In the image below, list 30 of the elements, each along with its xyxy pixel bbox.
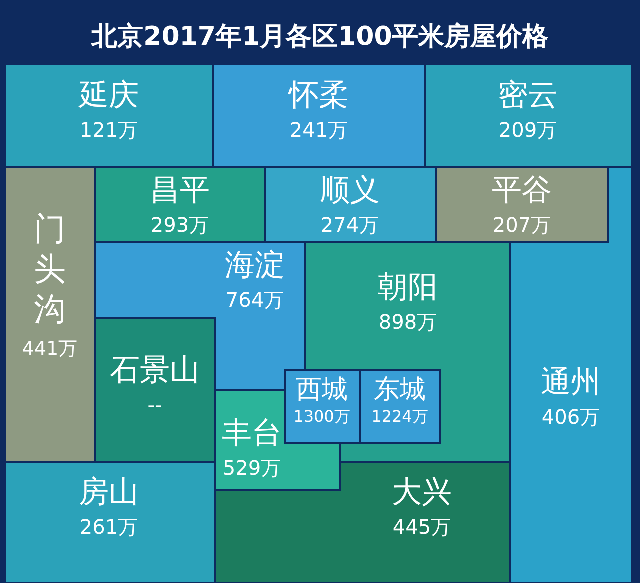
category-label: 延庆 — [78, 78, 139, 113]
data-label: 207万 — [492, 213, 552, 237]
category-label: 西城 — [296, 375, 348, 405]
data-label: 764万 — [226, 288, 284, 312]
data-label: 209万 — [498, 118, 558, 142]
category-label: 昌平 — [150, 173, 210, 208]
data-label: 121万 — [80, 118, 138, 142]
category-label: 石景山 — [110, 353, 200, 388]
category-label: 丰台 — [222, 416, 282, 451]
data-label: 1300万 — [294, 407, 350, 426]
category-label: 平谷 — [492, 173, 552, 208]
category-label: 密云 — [498, 78, 558, 113]
data-label: 293万 — [150, 213, 210, 237]
category-label: 怀柔 — [288, 78, 349, 113]
category-label: 海淀 — [225, 248, 285, 283]
category-label: 顺义 — [320, 173, 380, 208]
data-label: 406万 — [542, 405, 600, 429]
data-label: 441万 — [22, 338, 78, 360]
data-label: 261万 — [80, 515, 138, 539]
data-label: 1224万 — [372, 407, 428, 426]
data-label: -- — [148, 393, 162, 417]
text: 北京2017年1月各区100平米房屋价格 — [90, 22, 548, 52]
data-label: 898万 — [378, 310, 438, 334]
data-label: 274万 — [320, 213, 380, 237]
category-label: 门头沟 — [34, 210, 66, 328]
data-label: 241万 — [290, 118, 348, 142]
category-label: 通州 — [541, 365, 601, 400]
category-label: 东城 — [374, 375, 426, 405]
category-label: 朝阳 — [378, 270, 438, 305]
category-label: 房山 — [79, 475, 139, 510]
